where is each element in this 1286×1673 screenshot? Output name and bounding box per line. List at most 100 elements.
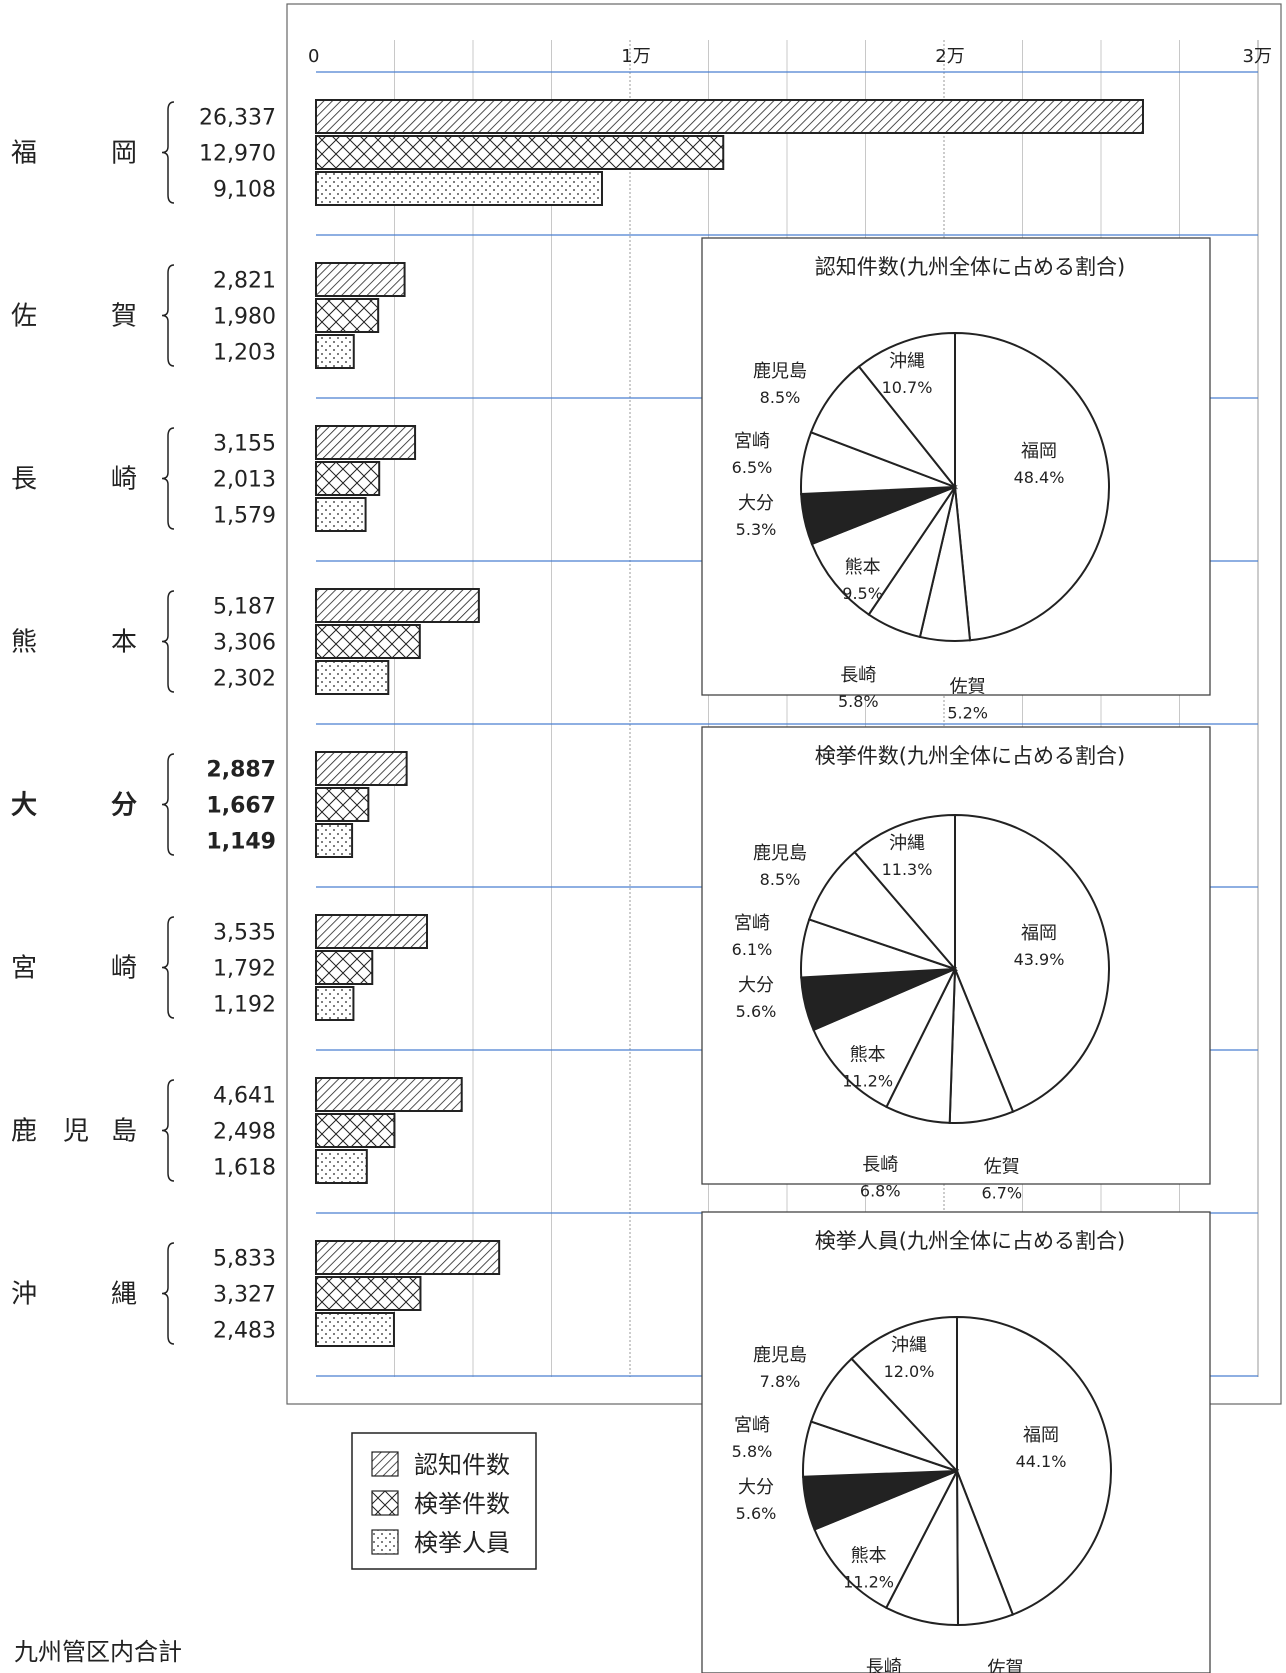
category-label: 賀 xyxy=(111,302,137,332)
pie-chart: 検挙人員(九州全体に占める割合)福岡44.1%佐賀5.8%長崎7.7%熊本11.… xyxy=(701,1211,1211,1673)
category-label: 島 xyxy=(111,1117,137,1147)
pie-slice-value: 8.5% xyxy=(760,870,801,889)
x-tick-label: 1万 xyxy=(621,46,650,67)
bar-value-label: 2,498 xyxy=(213,1120,276,1145)
bar-value-label: 1,618 xyxy=(213,1156,276,1181)
pie-slice xyxy=(853,813,956,972)
pie-chart: 検挙件数(九州全体に占める割合) 福岡 43.9% 佐賀 6.7% 長崎 6.8% 熊本 11.… xyxy=(701,726,1211,1202)
bar-cross xyxy=(315,1113,396,1148)
bar-hatch xyxy=(315,751,408,786)
pie-slice-value: 11.2% xyxy=(842,1072,893,1091)
pie-slice-value: 5.8% xyxy=(732,1442,773,1461)
bar-dots xyxy=(315,171,603,206)
pie-slice-label: 沖縄 xyxy=(891,1335,927,1356)
bar-hatch xyxy=(315,1240,501,1275)
category-label: 鹿 xyxy=(11,1117,37,1147)
pie-slice-label: 熊本 xyxy=(851,1545,887,1566)
pie-slice-label: 沖縄 xyxy=(889,351,925,372)
bar-value-label: 5,833 xyxy=(213,1247,276,1272)
legend-swatch-hatch xyxy=(371,1451,399,1477)
legend-label: 検挙件数 xyxy=(414,1490,510,1518)
category-label: 本 xyxy=(111,628,137,658)
pie-slice-value: 9.5% xyxy=(842,584,883,603)
pie-slice xyxy=(810,484,958,616)
bar-value-label: 1,203 xyxy=(213,341,276,366)
bar-hatch xyxy=(315,1077,463,1112)
x-tick-label: 2万 xyxy=(935,46,964,67)
pie-title: 検挙件数(九州全体に占める割合) xyxy=(815,744,1125,768)
bar-hatch xyxy=(315,588,480,623)
legend-label: 検挙人員 xyxy=(414,1529,510,1557)
pie-slice xyxy=(954,813,1111,1113)
bar-value-label: 1,667 xyxy=(206,794,276,819)
bar-value-label: 2,887 xyxy=(206,758,276,783)
legend-label: 認知件数 xyxy=(414,1451,510,1479)
bar-cross xyxy=(315,1276,422,1311)
bar-value-label: 12,970 xyxy=(199,142,276,167)
brace xyxy=(161,427,175,530)
pie-slice-value: 12.0% xyxy=(884,1362,935,1381)
pie-slice-value: 8.5% xyxy=(760,388,801,407)
pie-slice-value: 5.3% xyxy=(736,520,777,539)
brace xyxy=(161,101,175,204)
category-label: 沖 xyxy=(11,1280,37,1310)
pie-slice-label: 福岡 xyxy=(1021,923,1057,944)
bar-value-label: 1,980 xyxy=(213,305,276,330)
pie-slice-label: 宮崎 xyxy=(734,1415,770,1436)
bar-hatch xyxy=(315,262,406,297)
pie-slice-label: 佐賀 xyxy=(984,1156,1020,1177)
x-tick-label: 0 xyxy=(308,46,319,67)
bar-value-label: 9,108 xyxy=(213,178,276,203)
footer-label: 九州管区内合計 xyxy=(14,1638,182,1666)
bar-cross xyxy=(315,950,374,985)
x-axis-ticks: 0 1万 2万 3万 xyxy=(308,46,1272,67)
bar-chart-frame xyxy=(286,3,1282,1405)
bar-cross xyxy=(315,787,370,822)
bar-cross xyxy=(315,298,380,333)
pie-slice-label: 佐賀 xyxy=(988,1658,1024,1673)
bar-dots xyxy=(315,1149,368,1184)
category-label: 崎 xyxy=(111,465,137,495)
pie-slice-label: 大分 xyxy=(738,975,774,996)
brace xyxy=(161,590,175,693)
x-tick-label: 3万 xyxy=(1243,46,1272,67)
pie-slice-value: 6.7% xyxy=(981,1183,1022,1202)
category-label: 分 xyxy=(111,791,137,821)
brace xyxy=(161,1079,175,1182)
category-label: 縄 xyxy=(111,1280,137,1310)
pie-slice-value: 6.5% xyxy=(732,458,773,477)
pie-slice-label: 福岡 xyxy=(1021,441,1057,462)
pie-slice-value: 10.7% xyxy=(882,378,933,397)
pie-slice xyxy=(812,967,958,1109)
pie-slice-value: 5.6% xyxy=(736,1002,777,1021)
pie-title: 検挙人員(九州全体に占める割合) xyxy=(815,1229,1125,1253)
bar-dots xyxy=(315,334,355,369)
pie-slice-label: 沖縄 xyxy=(889,833,925,854)
pie-slice-value: 6.1% xyxy=(732,940,773,959)
bar-value-label: 26,337 xyxy=(199,106,276,131)
bar-value-label: 1,149 xyxy=(206,830,276,855)
pie-chart: 認知件数(九州全体に占める割合) 福岡 48.4% 佐賀 5.2% 長崎 5.8% 熊本 9.5… xyxy=(701,237,1211,722)
pie-slice-label: 鹿児島 xyxy=(753,361,807,382)
pie-slice-value: 11.3% xyxy=(882,860,933,879)
pie-slice-value: 5.2% xyxy=(947,703,988,722)
pie-slice xyxy=(813,1469,960,1610)
pie-slice xyxy=(850,1315,958,1474)
pie-slice-label: 鹿児島 xyxy=(753,843,807,864)
bar-cross xyxy=(315,461,381,496)
pie-slice xyxy=(956,1315,1112,1616)
category-label: 長 xyxy=(11,465,37,495)
bar-value-label: 2,302 xyxy=(213,667,276,692)
bar-value-label: 1,192 xyxy=(213,993,276,1018)
pie-slice-label: 長崎 xyxy=(862,1154,898,1175)
bar-value-label: 3,155 xyxy=(213,432,276,457)
bar-value-label: 2,483 xyxy=(213,1319,276,1344)
brace xyxy=(161,1242,175,1345)
bar-hatch xyxy=(315,425,417,460)
category-label: 大 xyxy=(11,791,37,821)
pie-slice-label: 長崎 xyxy=(840,665,876,686)
pie-slice-value: 5.6% xyxy=(736,1504,777,1523)
pie-slice-label: 福岡 xyxy=(1023,1425,1059,1446)
